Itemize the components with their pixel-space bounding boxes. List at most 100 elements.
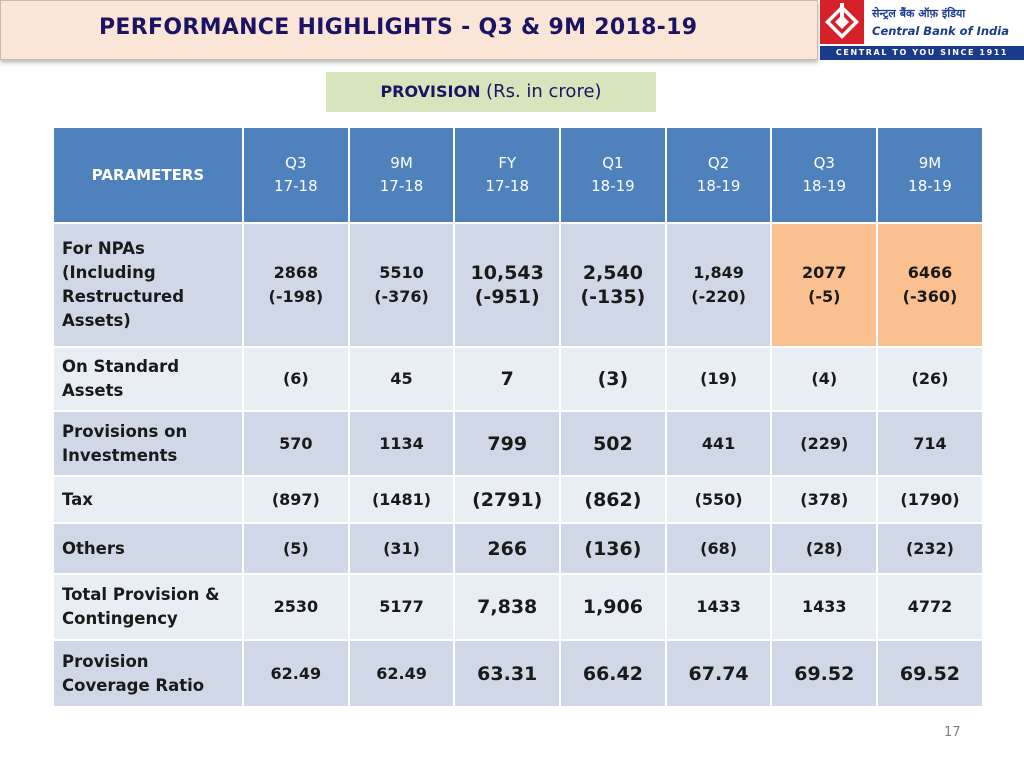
- section-subtitle: PROVISION (Rs. in crore): [326, 72, 656, 112]
- header-period: 9M: [390, 154, 413, 172]
- table-cell-highlight: 6466 (-360): [876, 222, 984, 348]
- table-cell: 2,540 (-135): [559, 222, 667, 348]
- cell-subvalue: (-220): [691, 287, 746, 306]
- cell-value: 6466: [907, 263, 953, 282]
- table-cell: (232): [876, 522, 984, 575]
- row-label-line: For NPAs: [62, 239, 145, 258]
- bank-name-hindi: सेन्ट्रल बैंक ऑफ़ इंडिया: [872, 7, 966, 20]
- table-cell: 714: [876, 410, 984, 477]
- row-label-line: Total Provision &: [62, 585, 220, 604]
- provision-table-wrap: PARAMETERS Q3 17-18 9M 17-18 FY 17-18 Q1 18-…: [52, 126, 984, 708]
- table-row: Others (5) (31) 266 (136) (68) (28) (232…: [52, 522, 984, 575]
- table-header-row: PARAMETERS Q3 17-18 9M 17-18 FY 17-18 Q1 18-…: [52, 126, 984, 224]
- cell-value: 2077: [802, 263, 847, 282]
- row-label-line: Investments: [62, 445, 178, 465]
- cell-subvalue: (-5): [808, 287, 841, 306]
- header-year: 18-19: [591, 177, 635, 195]
- header-year: 17-18: [379, 177, 424, 195]
- row-label: Provision Coverage Ratio: [52, 639, 244, 708]
- table-row: Provision Coverage Ratio 62.49 62.49 63.…: [52, 639, 984, 708]
- title-bar: PERFORMANCE HIGHLIGHTS - Q3 & 9M 2018-19: [0, 0, 818, 60]
- row-label-line: Assets): [62, 311, 131, 330]
- row-label-line: Provision: [62, 651, 149, 671]
- row-label: Others: [52, 522, 244, 575]
- bank-name-english: Central Bank of India: [872, 24, 1009, 38]
- table-cell: (2791): [453, 475, 562, 524]
- table-cell: (1790): [876, 475, 984, 524]
- table-cell: 69.52: [876, 639, 984, 708]
- bank-emblem-icon: [820, 0, 864, 44]
- row-label: Total Provision & Contingency: [52, 573, 244, 641]
- cell-subvalue: (-135): [580, 286, 646, 308]
- cell-subvalue: (-376): [374, 287, 429, 306]
- cell-subvalue: (-360): [902, 287, 958, 306]
- table-cell: 10,543 (-951): [453, 222, 562, 348]
- cell-value: 2868: [273, 263, 319, 282]
- table-cell: 502: [559, 410, 667, 477]
- header-year: 18-19: [802, 177, 847, 195]
- table-cell: (19): [664, 346, 773, 412]
- row-label: On Standard Assets: [52, 346, 244, 412]
- row-label-line: On Standard: [62, 357, 180, 376]
- cell-value: 2,540: [582, 262, 643, 284]
- header-q1-18-19: Q1 18-19: [559, 126, 667, 224]
- provision-table: PARAMETERS Q3 17-18 9M 17-18 FY 17-18 Q1 18-…: [52, 126, 984, 708]
- table-row: Tax (897) (1481) (2791) (862) (550) (378…: [52, 475, 984, 524]
- table-cell: 5510 (-376): [347, 222, 456, 348]
- header-label: PARAMETERS: [91, 165, 205, 184]
- cell-value: 10,543: [470, 262, 544, 284]
- table-cell: 1433: [770, 573, 879, 641]
- table-cell: (28): [770, 522, 879, 575]
- header-period: Q2: [707, 154, 730, 172]
- table-cell: 1,906: [559, 573, 667, 641]
- header-year: 18-19: [696, 177, 741, 195]
- cell-value: 5510: [379, 263, 424, 282]
- row-label-line: Others: [62, 538, 125, 558]
- table-cell-highlight: 2077 (-5): [770, 222, 879, 348]
- table-cell: (68): [664, 522, 773, 575]
- header-parameters: PARAMETERS: [52, 126, 244, 224]
- header-period: 9M: [918, 154, 942, 172]
- bank-logo: सेन्ट्रल बैंक ऑफ़ इंडिया Central Bank of…: [820, 0, 1024, 60]
- table-cell: 63.31: [453, 639, 562, 708]
- cell-subvalue: (-198): [268, 287, 324, 306]
- header-year: 17-18: [274, 177, 318, 195]
- header-period: Q3: [285, 154, 307, 172]
- row-label-line: Contingency: [62, 609, 178, 628]
- header-9m-18-19: 9M 18-19: [876, 126, 984, 224]
- table-cell: 2868 (-198): [242, 222, 350, 348]
- table-cell: (1481): [347, 475, 456, 524]
- subtitle-main: PROVISION: [380, 82, 481, 101]
- header-q3-18-19: Q3 18-19: [770, 126, 879, 224]
- table-cell: (136): [559, 522, 667, 575]
- table-cell: 5177: [347, 573, 456, 641]
- header-period: FY: [498, 154, 517, 172]
- table-cell: 67.74: [664, 639, 773, 708]
- cell-subvalue: (-951): [474, 286, 540, 308]
- header-period: Q3: [813, 154, 835, 172]
- table-cell: 7,838: [453, 573, 562, 641]
- table-cell: 799: [453, 410, 562, 477]
- table-cell: 69.52: [770, 639, 879, 708]
- header-q3-17-18: Q3 17-18: [242, 126, 350, 224]
- table-cell: (550): [664, 475, 773, 524]
- table-cell: (31): [347, 522, 456, 575]
- table-cell: 266: [453, 522, 562, 575]
- table-cell: (4): [770, 346, 879, 412]
- bank-tagline: CENTRAL TO YOU SINCE 1911: [820, 46, 1024, 60]
- page-title: PERFORMANCE HIGHLIGHTS - Q3 & 9M 2018-19: [99, 15, 698, 40]
- table-cell: 45: [347, 346, 456, 412]
- header-fy-17-18: FY 17-18: [453, 126, 562, 224]
- row-label-line: Restructured: [62, 287, 185, 306]
- table-row: For NPAs (Including Restructured Assets)…: [52, 222, 984, 348]
- table-cell: 62.49: [242, 639, 350, 708]
- header-year: 18-19: [908, 177, 952, 195]
- row-label-line: (Including: [62, 263, 156, 282]
- row-label-line: Coverage Ratio: [62, 675, 205, 695]
- table-cell: 66.42: [559, 639, 667, 708]
- table-cell: 1,849 (-220): [664, 222, 773, 348]
- row-label: Tax: [52, 475, 244, 524]
- table-cell: (229): [770, 410, 879, 477]
- row-label-line: Assets: [62, 381, 124, 400]
- header-9m-17-18: 9M 17-18: [347, 126, 456, 224]
